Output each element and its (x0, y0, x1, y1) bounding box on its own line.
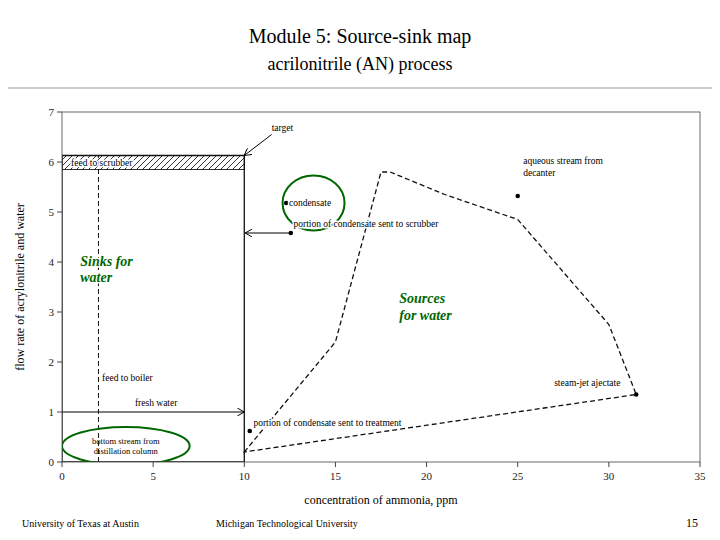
subtitle: acrilonitrile (AN) process (268, 54, 453, 75)
stream-point (515, 194, 520, 199)
label-line: Sinks for (80, 254, 133, 269)
label-line: bottom stream from (92, 436, 160, 446)
chart: Module 5: Source-sink map acrilonitrile (… (0, 0, 720, 540)
title: Module 5: Source-sink map (249, 25, 472, 48)
label-line: for water (399, 308, 452, 323)
x-tick-label: 30 (603, 470, 615, 482)
y-tick-label: 7 (49, 106, 55, 118)
annotation: steam-jet ajectate (554, 378, 620, 388)
region-label: Sinks forwater (80, 254, 133, 286)
y-axis-label: flow rate of acrylonitrile and water (13, 203, 27, 371)
label-line: feed to scrubber (71, 158, 133, 168)
region-label: Sources for water (399, 291, 452, 323)
label-line: Module 5: Source-sink map (249, 25, 472, 48)
x-tick-label: 20 (421, 470, 433, 482)
annotation: feed to scrubber (71, 158, 133, 168)
x-tick (426, 462, 427, 467)
y-tick-label: 4 (49, 256, 55, 268)
annotations: feed to scrubber target fresh water feed to… (71, 123, 620, 457)
y-tick-label: 5 (49, 206, 55, 218)
label-line: fresh water (135, 398, 178, 408)
label-line: concentration of ammonia, ppm (304, 493, 458, 507)
y-tick (57, 262, 62, 263)
sink-region (62, 156, 244, 463)
x-tick-label: 5 (150, 470, 156, 482)
ellipse-label: bottom stream fromdistillation column (92, 436, 160, 456)
stream-ellipse (62, 427, 190, 462)
label-line: aqueous stream from (523, 156, 603, 166)
y-tick-label: 1 (49, 406, 55, 418)
x-tick (244, 462, 245, 467)
y-tick-label: 2 (49, 356, 55, 368)
annotation: target (272, 123, 294, 133)
label-line: target (272, 123, 294, 133)
y-tick (57, 462, 62, 463)
label-line: distillation column (94, 446, 159, 456)
label-line: feed to boiler (102, 373, 153, 383)
label-line: steam-jet ajectate (554, 378, 620, 388)
annotation: portion of condensate sent to treatment (253, 418, 401, 428)
divider (98, 156, 99, 463)
x-tick-label: 0 (59, 470, 65, 482)
separator (8, 87, 712, 88)
label-line: decanter (523, 168, 556, 178)
plot-frame (62, 112, 700, 462)
x-tick (153, 462, 154, 467)
footer: Michigan Technological University (216, 518, 358, 529)
x-tick-label: 25 (512, 470, 524, 482)
arrow (62, 412, 244, 413)
y-tick (57, 362, 62, 363)
y-tick-label: 3 (49, 306, 55, 318)
y-tick-label: 6 (49, 156, 55, 168)
arrow (245, 233, 290, 234)
stream-point (247, 429, 252, 434)
footer-page: 15 (686, 516, 698, 530)
label-line: Sources (399, 291, 445, 306)
label-line: portion of condensate sent to scrubber (294, 219, 440, 229)
stream-point (284, 201, 289, 206)
stream-point (634, 392, 639, 397)
x-tick (335, 462, 336, 467)
plot-background (62, 112, 700, 462)
y-tick (57, 212, 62, 213)
x-tick-label: 35 (695, 470, 707, 482)
y-tick (57, 112, 62, 113)
source-region (244, 172, 636, 452)
arrow (244, 135, 271, 156)
x-tick (517, 462, 518, 467)
annotation: portion of condensate sent to scrubber (294, 219, 440, 229)
x-tick (608, 462, 609, 467)
label-line: portion of condensate sent to treatment (253, 418, 401, 428)
label-line: University of Texas at Austin (22, 518, 139, 529)
label-line: Michigan Technological University (216, 518, 358, 529)
label-line: water (80, 270, 112, 285)
y-tick (57, 162, 62, 163)
y-tick (57, 412, 62, 413)
label-line: condensate (289, 198, 331, 208)
y-tick-label: 0 (49, 456, 55, 468)
annotation: feed to boiler (102, 373, 153, 383)
x-tick-label: 10 (239, 470, 251, 482)
y-tick (57, 312, 62, 313)
x-tick-label: 15 (330, 470, 342, 482)
feed-band (62, 156, 244, 170)
plot-marks (62, 135, 639, 463)
label-line: acrilonitrile (AN) process (268, 54, 453, 75)
footer: University of Texas at Austin (22, 518, 139, 529)
x-axis-label: concentration of ammonia, ppm (304, 493, 458, 507)
annotation: condensate (289, 198, 331, 208)
stream-point (288, 231, 293, 236)
annotation: fresh water (135, 398, 178, 408)
x-tick (700, 462, 701, 467)
label-line: 15 (686, 516, 698, 530)
annotation: aqueous stream from decanter (523, 156, 603, 177)
x-tick (62, 462, 63, 467)
